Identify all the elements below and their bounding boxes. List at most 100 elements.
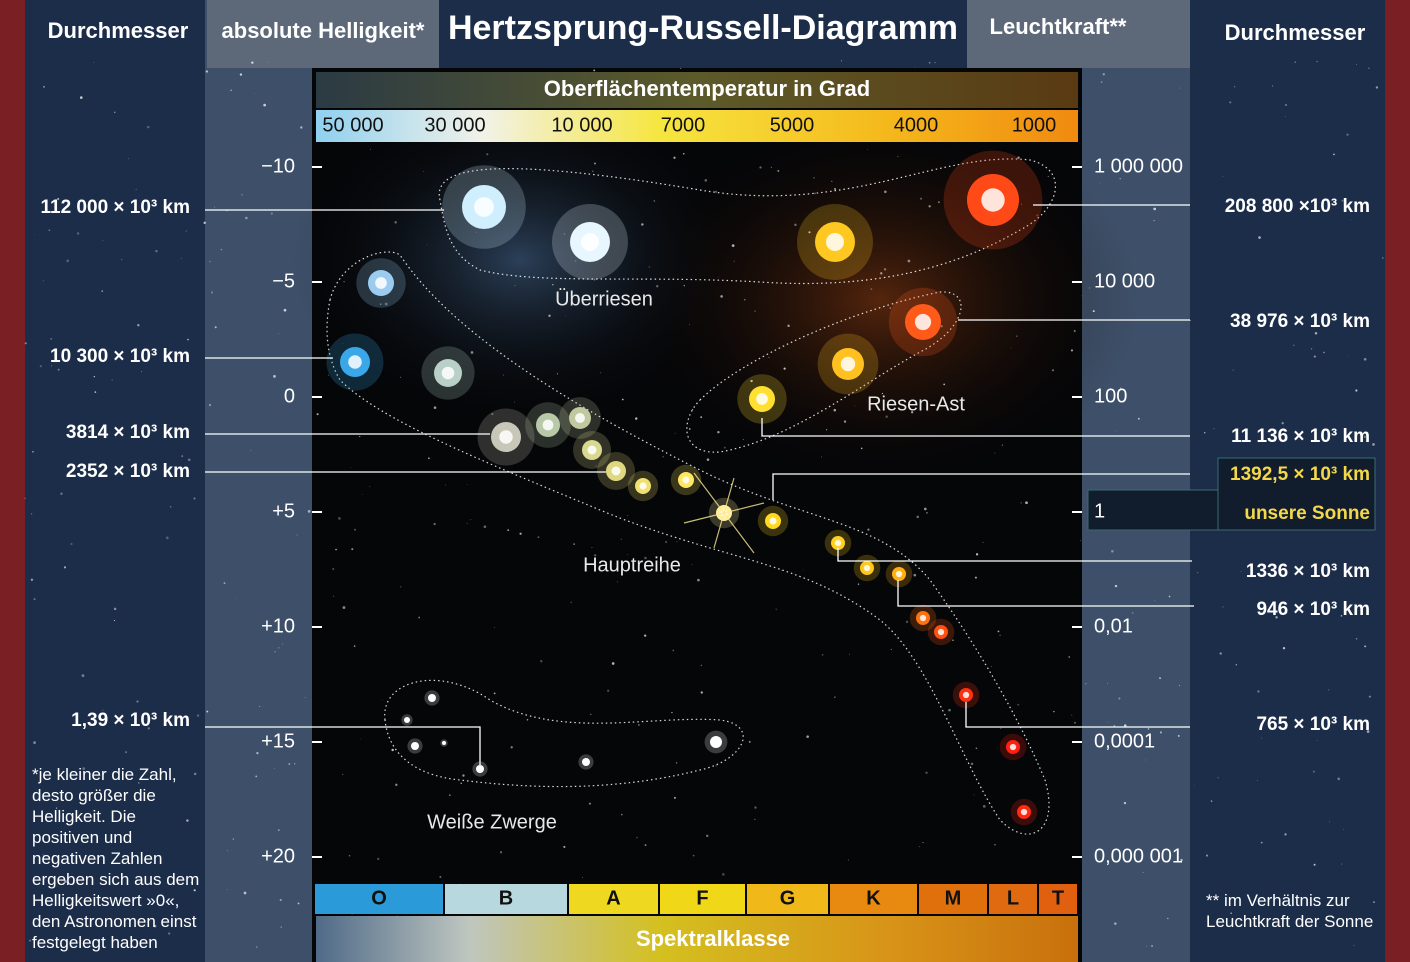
magnitude-tick-label: +5 — [272, 500, 295, 522]
diameter-label: 208 800 ×10³ km — [1225, 196, 1370, 217]
spectral-class: T — [1052, 887, 1064, 909]
speck — [418, 617, 420, 619]
speck — [240, 73, 242, 75]
speck — [155, 250, 157, 252]
speck — [1356, 638, 1358, 640]
star-core — [1010, 744, 1016, 750]
speck — [343, 281, 344, 282]
speck — [328, 375, 329, 376]
speck — [1258, 236, 1261, 239]
region-label: Überriesen — [555, 288, 653, 310]
speck — [1369, 696, 1371, 698]
star-core — [499, 430, 513, 444]
speck — [1119, 178, 1120, 179]
speck — [300, 126, 302, 128]
star-core — [406, 719, 409, 722]
magnitude-tick-label: −10 — [261, 155, 295, 177]
speck — [928, 205, 930, 207]
speck — [187, 339, 189, 341]
speck — [136, 700, 138, 702]
speck — [273, 375, 276, 378]
speck — [1145, 760, 1146, 761]
speck — [181, 258, 182, 259]
speck — [1089, 288, 1090, 289]
left-footnote: *je kleiner die Zahl, desto größer die H… — [32, 764, 204, 953]
speck — [1011, 348, 1012, 349]
speck — [693, 855, 695, 857]
speck — [1151, 945, 1153, 947]
speck — [335, 549, 337, 551]
speck — [1169, 596, 1171, 598]
speck — [34, 234, 35, 235]
speck — [271, 212, 273, 214]
speck — [717, 431, 719, 433]
speck — [1068, 656, 1070, 658]
speck — [861, 448, 863, 450]
speck — [540, 789, 541, 790]
speck — [255, 775, 257, 777]
speck — [280, 899, 282, 901]
speck — [494, 692, 496, 694]
speck — [114, 620, 115, 621]
speck — [400, 377, 401, 378]
speck — [434, 406, 437, 409]
speck — [563, 846, 565, 848]
speck — [284, 309, 287, 312]
speck — [1118, 697, 1120, 699]
region-label: Riesen-Ast — [867, 393, 965, 415]
star-core — [835, 540, 841, 546]
spectral-bar: OBAFGKMLT — [315, 884, 1077, 914]
speck — [1257, 780, 1258, 781]
speck — [645, 844, 647, 846]
star-core — [713, 739, 718, 744]
speck — [1382, 257, 1383, 258]
speck — [684, 285, 685, 286]
speck — [1211, 800, 1212, 801]
speck — [844, 420, 846, 422]
speck — [994, 844, 995, 845]
speck — [278, 333, 279, 334]
speck — [612, 662, 615, 665]
speck — [1285, 104, 1287, 106]
speck — [58, 369, 60, 371]
diameter-label: 765 × 10³ km — [1256, 714, 1370, 735]
speck — [994, 452, 995, 453]
luminosity-tick-label: 1 000 000 — [1094, 155, 1183, 177]
speck — [462, 774, 464, 776]
speck — [700, 416, 702, 418]
speck — [338, 517, 341, 520]
speck — [349, 855, 351, 857]
speck — [1333, 154, 1335, 156]
speck — [705, 179, 708, 182]
magnitude-tick-label: −5 — [272, 270, 295, 292]
speck — [943, 383, 945, 385]
speck — [1048, 176, 1049, 177]
speck — [136, 189, 137, 190]
speck — [256, 946, 258, 948]
luminosity-tick-label: 0,01 — [1094, 615, 1133, 637]
speck — [1356, 64, 1357, 65]
speck — [759, 166, 761, 168]
speck — [1311, 348, 1312, 349]
speck — [854, 405, 855, 406]
speck — [263, 104, 266, 107]
magnitude-tick-label: +15 — [261, 730, 295, 752]
speck — [821, 457, 822, 458]
speck — [467, 523, 468, 524]
speck — [884, 190, 887, 193]
speck — [638, 724, 639, 725]
speck — [719, 277, 720, 278]
speck — [394, 221, 396, 223]
speck — [600, 372, 601, 373]
speck — [354, 529, 356, 531]
spectral-class: M — [945, 887, 962, 909]
speck — [80, 96, 83, 99]
speck — [938, 201, 940, 203]
speck — [673, 157, 675, 159]
speck — [1206, 854, 1208, 856]
speck — [689, 324, 690, 325]
speck — [214, 207, 215, 208]
speck — [1313, 771, 1315, 773]
speck — [449, 794, 451, 796]
speck — [590, 714, 592, 716]
